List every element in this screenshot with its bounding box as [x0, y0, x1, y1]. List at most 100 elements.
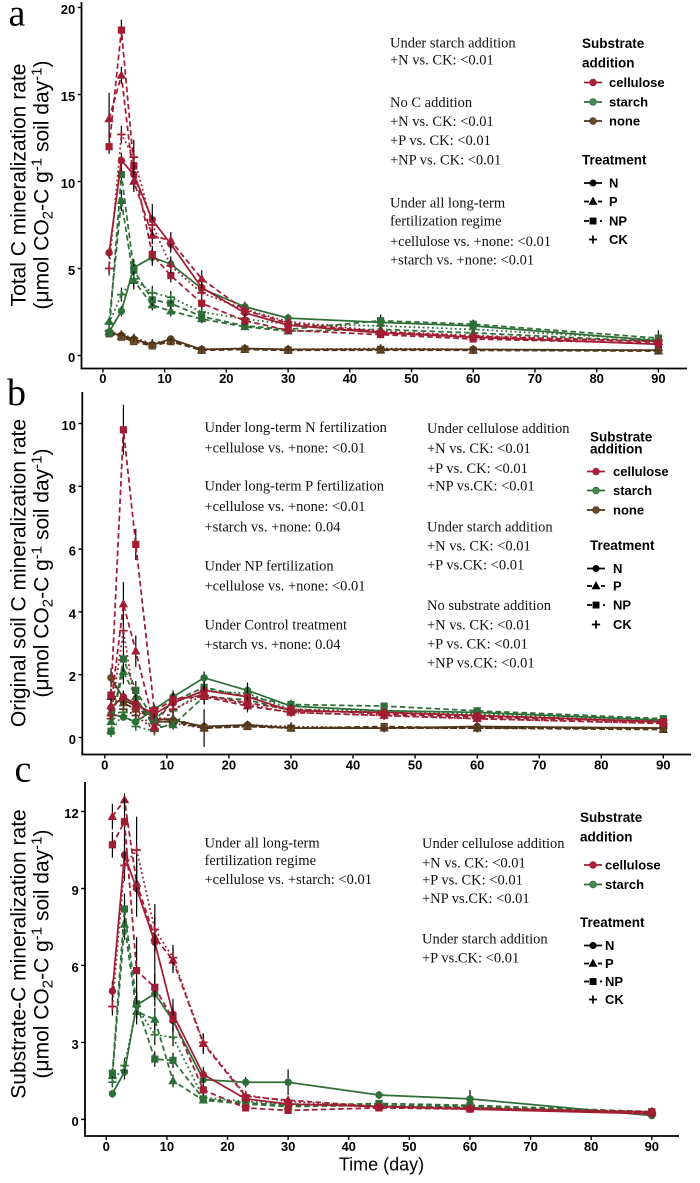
svg-text:10: 10 [157, 371, 171, 386]
svg-text:(μmol CO2-C g-1 soil day-1): (μmol CO2-C g-1 soil day-1) [29, 60, 57, 309]
svg-text:Substrate: Substrate [590, 430, 653, 445]
svg-text:3: 3 [71, 1037, 78, 1052]
svg-text:15: 15 [61, 89, 75, 104]
svg-text:50: 50 [404, 371, 418, 386]
svg-text:Under starch addition: Under starch addition [422, 932, 548, 948]
svg-text:Under long-term N fertilizatio: Under long-term N fertilization [205, 420, 388, 436]
svg-text:P: P [609, 194, 618, 209]
svg-text:N: N [613, 561, 622, 576]
svg-text:90: 90 [656, 758, 670, 773]
svg-text:+N vs. CK: <0.01: +N vs. CK: <0.01 [390, 114, 494, 130]
svg-text:Under starch addition: Under starch addition [427, 520, 553, 536]
svg-text:+P vs.CK: <0.01: +P vs.CK: <0.01 [422, 951, 519, 967]
svg-text:9: 9 [71, 883, 78, 898]
svg-text:0: 0 [99, 371, 106, 386]
svg-text:Under long-term P fertilizatio: Under long-term P fertilization [205, 479, 385, 495]
svg-text:Treatment: Treatment [580, 915, 645, 930]
svg-text:+P vs. CK: <0.01: +P vs. CK: <0.01 [422, 873, 523, 889]
svg-text:a: a [9, 0, 26, 35]
svg-text:90: 90 [645, 1139, 659, 1154]
svg-text:Substrate-C mineralization rat: Substrate-C mineralization rate [8, 809, 31, 1098]
svg-text:none: none [613, 503, 644, 518]
svg-text:CK: CK [613, 617, 632, 632]
svg-text:cellulose: cellulose [613, 464, 669, 479]
svg-text:Time (day): Time (day) [339, 1155, 424, 1175]
svg-text:N: N [609, 176, 618, 191]
svg-text:12: 12 [64, 806, 78, 821]
svg-text:4: 4 [69, 606, 77, 621]
svg-text:5: 5 [68, 263, 75, 278]
svg-text:Under cellulose addition: Under cellulose addition [427, 421, 570, 437]
svg-text:50: 50 [402, 1139, 416, 1154]
svg-text:No C addition: No C addition [390, 95, 473, 111]
svg-text:NP: NP [613, 598, 631, 613]
svg-text:+NP vs.CK: <0.01: +NP vs.CK: <0.01 [427, 656, 535, 672]
svg-text:6: 6 [69, 544, 76, 559]
svg-text:80: 80 [594, 758, 608, 773]
svg-text:10: 10 [62, 418, 76, 433]
svg-text:+starch vs. +none: <0.01: +starch vs. +none: <0.01 [390, 253, 534, 269]
svg-text:0: 0 [103, 1139, 110, 1154]
svg-text:80: 80 [584, 1139, 598, 1154]
svg-text:b: b [7, 372, 26, 414]
svg-text:P: P [605, 956, 614, 971]
svg-text:starch: starch [605, 877, 644, 892]
svg-text:Under all long-term: Under all long-term [205, 836, 321, 852]
svg-text:fertilization regime: fertilization regime [390, 214, 502, 230]
svg-text:+cellulose vs. +starch: <0.01: +cellulose vs. +starch: <0.01 [205, 872, 373, 888]
svg-text:+NP vs.CK: <0.01: +NP vs.CK: <0.01 [427, 479, 535, 495]
svg-text:20: 20 [219, 371, 233, 386]
svg-text:8: 8 [69, 481, 76, 496]
svg-text:No substrate addition: No substrate addition [427, 598, 552, 614]
svg-text:40: 40 [343, 371, 357, 386]
svg-text:50: 50 [408, 758, 422, 773]
svg-text:6: 6 [71, 960, 78, 975]
svg-text:P: P [613, 579, 622, 594]
svg-text:N: N [605, 938, 614, 953]
svg-text:addition: addition [582, 56, 635, 71]
svg-text:60: 60 [470, 758, 484, 773]
svg-text:(μmol CO2-C g-1 soil day-1): (μmol CO2-C g-1 soil day-1) [29, 829, 57, 1078]
svg-text:Substrate: Substrate [582, 36, 645, 51]
svg-text:CK: CK [605, 992, 624, 1007]
svg-text:none: none [609, 114, 640, 129]
svg-text:+N vs. CK: <0.01: +N vs. CK: <0.01 [422, 856, 526, 872]
svg-text:70: 70 [528, 371, 542, 386]
svg-text:+starch vs. +none: 0.04: +starch vs. +none: 0.04 [205, 637, 342, 653]
svg-text:40: 40 [346, 758, 360, 773]
svg-text:+cellulose vs. +none: <0.01: +cellulose vs. +none: <0.01 [205, 499, 366, 515]
svg-text:30: 30 [284, 758, 298, 773]
svg-text:+cellulose vs. +none: <0.01: +cellulose vs. +none: <0.01 [390, 234, 551, 250]
svg-text:10: 10 [61, 176, 75, 191]
svg-text:+NP vs.CK: <0.01: +NP vs.CK: <0.01 [422, 891, 530, 907]
svg-text:20: 20 [61, 2, 75, 17]
svg-text:20: 20 [222, 758, 236, 773]
svg-text:0: 0 [69, 732, 76, 747]
svg-text:starch: starch [609, 95, 648, 110]
svg-text:Original soil C mineralization: Original soil C mineralization rate [8, 419, 31, 727]
svg-text:Total C mineralization rate: Total C mineralization rate [8, 64, 31, 307]
svg-text:cellulose: cellulose [609, 75, 665, 90]
svg-text:2: 2 [69, 669, 76, 684]
svg-text:90: 90 [651, 371, 665, 386]
svg-text:+cellulose vs. +none: <0.01: +cellulose vs. +none: <0.01 [205, 441, 366, 457]
svg-text:+N vs. CK: <0.01: +N vs. CK: <0.01 [427, 539, 531, 555]
svg-text:+P vs. CK: <0.01: +P vs. CK: <0.01 [427, 461, 528, 477]
svg-text:NP: NP [609, 214, 627, 229]
svg-text:Under cellulose addition: Under cellulose addition [422, 836, 565, 852]
svg-text:40: 40 [341, 1139, 355, 1154]
svg-text:60: 60 [466, 371, 480, 386]
svg-text:Under Control treatment: Under Control treatment [205, 618, 348, 634]
svg-text:addition: addition [590, 442, 643, 457]
svg-text:+cellulose vs. +none: <0.01: +cellulose vs. +none: <0.01 [205, 579, 366, 595]
svg-text:addition: addition [580, 830, 633, 845]
svg-text:0: 0 [68, 350, 75, 365]
svg-text:Substrate: Substrate [580, 810, 643, 825]
svg-text:+P vs.CK: <0.01: +P vs.CK: <0.01 [427, 558, 524, 574]
svg-text:+P vs. CK: <0.01: +P vs. CK: <0.01 [390, 133, 491, 149]
svg-text:70: 70 [523, 1139, 537, 1154]
svg-text:cellulose: cellulose [605, 858, 661, 873]
svg-text:+P vs. CK: <0.01: +P vs. CK: <0.01 [427, 637, 528, 653]
svg-text:fertilization regime: fertilization regime [205, 853, 317, 869]
svg-text:+N vs. CK: <0.01: +N vs. CK: <0.01 [427, 441, 531, 457]
